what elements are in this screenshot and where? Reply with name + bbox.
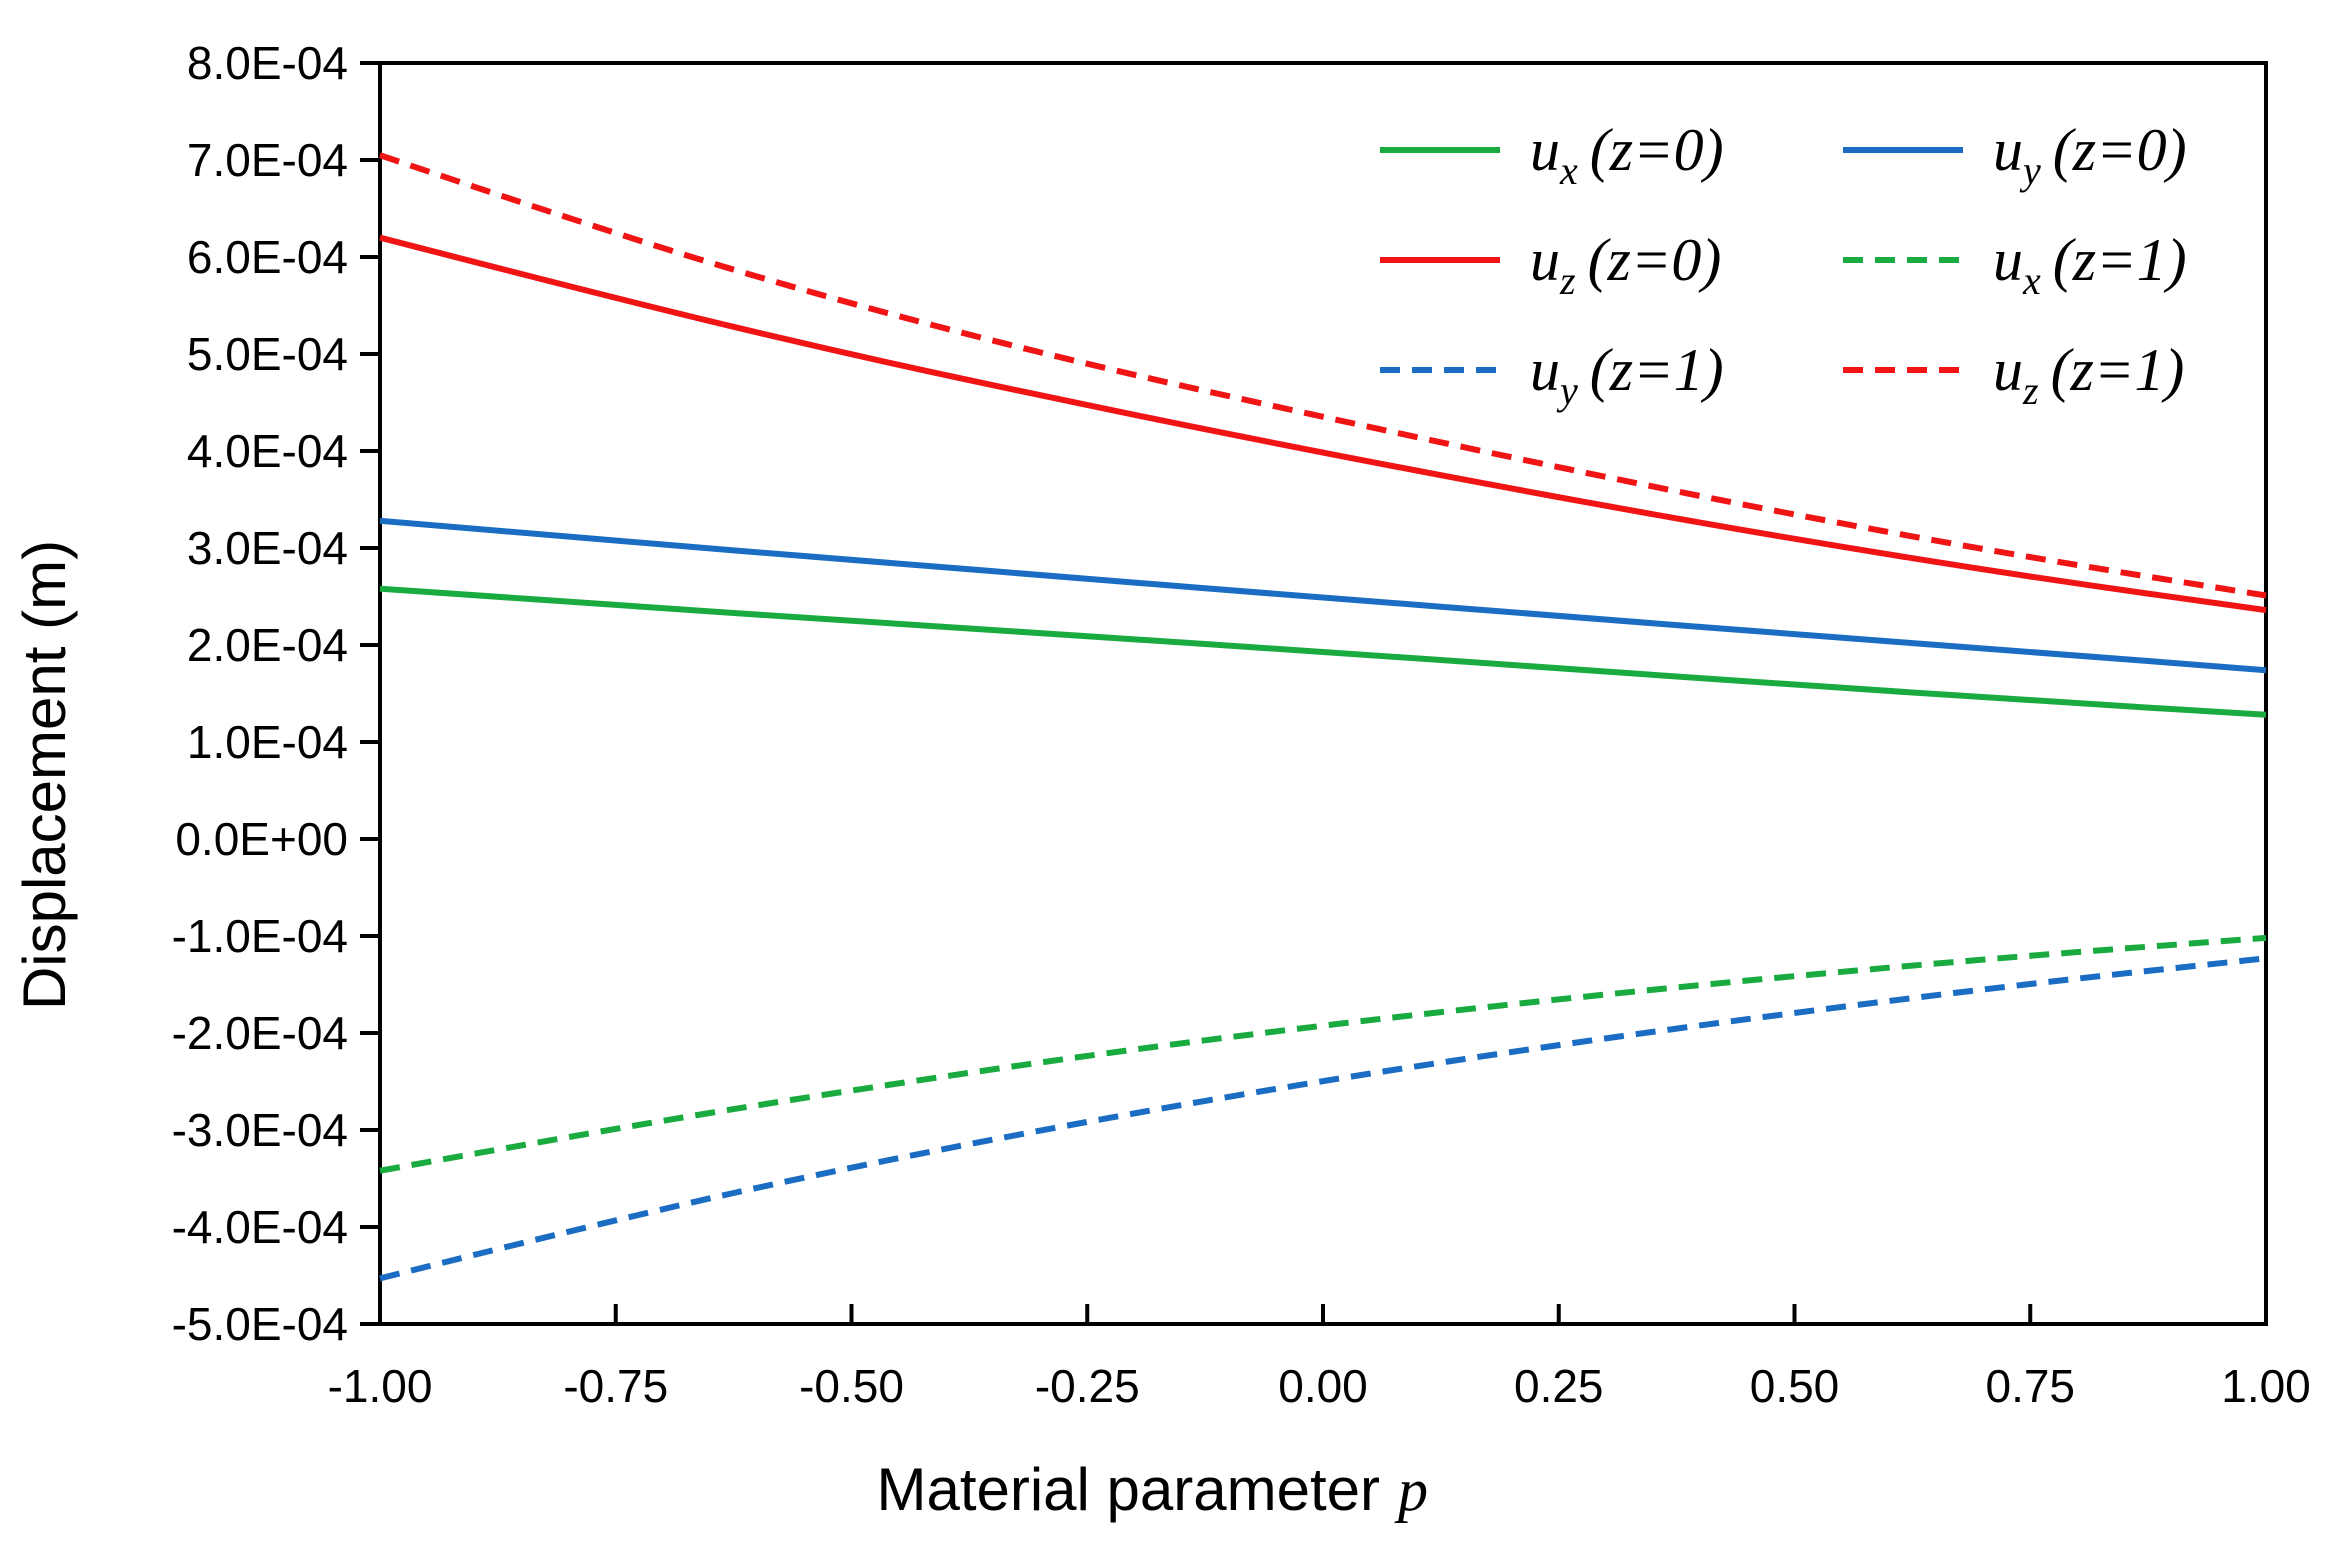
legend-var: u bbox=[1530, 227, 1560, 293]
series-line-2 bbox=[379, 234, 2267, 614]
y-axis-title: Displacement (m) bbox=[11, 540, 78, 1010]
y-tick-label: -5.0E-04 bbox=[172, 1298, 348, 1350]
legend-var: u bbox=[1993, 227, 2023, 293]
legend-subscript: y bbox=[2019, 148, 2041, 193]
legend-label-2: uz (z=0) bbox=[1530, 227, 1721, 303]
legend-var: u bbox=[1530, 337, 1560, 403]
legend-subscript: z bbox=[1559, 258, 1576, 303]
legend: ux (z=0) uy (z=0)uz (z=0) ux (z=1)uy (z=1) uz (z=… bbox=[1380, 117, 2187, 413]
x-axis-title: Material parameter bbox=[876, 1456, 1380, 1523]
legend-condition: (z=0) bbox=[1590, 117, 1724, 183]
legend-condition: (z=0) bbox=[2053, 117, 2187, 183]
legend-label-4: uy (z=1) bbox=[1530, 337, 1724, 413]
y-tick-label: 7.0E-04 bbox=[187, 134, 348, 186]
y-tick-label: -1.0E-04 bbox=[172, 910, 348, 962]
axes: 8.0E-04 7.0E-04 6.0E-04 5.0E-04 4.0E-04 3.0E-… bbox=[172, 37, 2311, 1412]
legend-subscript: z bbox=[2022, 368, 2039, 413]
legend-label-5: uz (z=1) bbox=[1993, 337, 2184, 413]
y-tick-label: -4.0E-04 bbox=[172, 1201, 348, 1253]
legend-condition: (z=1) bbox=[1590, 337, 1724, 403]
y-tick-label: -3.0E-04 bbox=[172, 1104, 348, 1156]
x-axis-title-variable: p bbox=[1394, 1457, 1428, 1523]
y-tick-label: 3.0E-04 bbox=[187, 522, 348, 574]
y-tick-label: 5.0E-04 bbox=[187, 328, 348, 380]
plot-area bbox=[378, 61, 2268, 1326]
series-line-0 bbox=[379, 585, 2267, 718]
series-line-5 bbox=[379, 152, 2267, 599]
legend-var: u bbox=[1530, 117, 1560, 183]
legend-label-3: ux (z=1) bbox=[1993, 227, 2187, 303]
legend-condition: (z=1) bbox=[2051, 337, 2185, 403]
series-line-1 bbox=[379, 517, 2267, 674]
x-tick-label: 0.00 bbox=[1278, 1360, 1368, 1412]
legend-subscript: x bbox=[1559, 148, 1578, 193]
legend-subscript: x bbox=[2022, 258, 2041, 303]
y-tick-label: 0.0E+00 bbox=[175, 813, 348, 865]
x-tick-label: 0.50 bbox=[1750, 1360, 1840, 1412]
y-tick-label: 6.0E-04 bbox=[187, 231, 348, 283]
legend-condition: (z=1) bbox=[2053, 227, 2187, 293]
y-tick-label: 1.0E-04 bbox=[187, 716, 348, 768]
x-tick-label: 0.75 bbox=[1985, 1360, 2075, 1412]
legend-label-1: uy (z=0) bbox=[1993, 117, 2187, 193]
x-tick-label: 1.00 bbox=[2221, 1360, 2311, 1412]
y-tick-label: 8.0E-04 bbox=[187, 37, 348, 89]
x-tick-label: -0.50 bbox=[799, 1360, 904, 1412]
legend-label-0: ux (z=0) bbox=[1530, 117, 1724, 193]
legend-var: u bbox=[1993, 117, 2023, 183]
legend-subscript: y bbox=[1556, 368, 1578, 413]
y-tick-label: 2.0E-04 bbox=[187, 619, 348, 671]
plot-frame bbox=[378, 61, 2268, 1326]
x-tick-label: -0.25 bbox=[1035, 1360, 1140, 1412]
x-tick-label: -1.00 bbox=[328, 1360, 433, 1412]
series-line-3 bbox=[379, 934, 2267, 1174]
x-tick-label: -0.75 bbox=[563, 1360, 668, 1412]
legend-condition: (z=0) bbox=[1588, 227, 1722, 293]
legend-var: u bbox=[1993, 337, 2023, 403]
y-tick-label: -2.0E-04 bbox=[172, 1007, 348, 1059]
y-tick-label: 4.0E-04 bbox=[187, 425, 348, 477]
series-lines bbox=[379, 152, 2267, 1282]
series-line-4 bbox=[379, 955, 2267, 1282]
x-tick-label: 0.25 bbox=[1514, 1360, 1604, 1412]
